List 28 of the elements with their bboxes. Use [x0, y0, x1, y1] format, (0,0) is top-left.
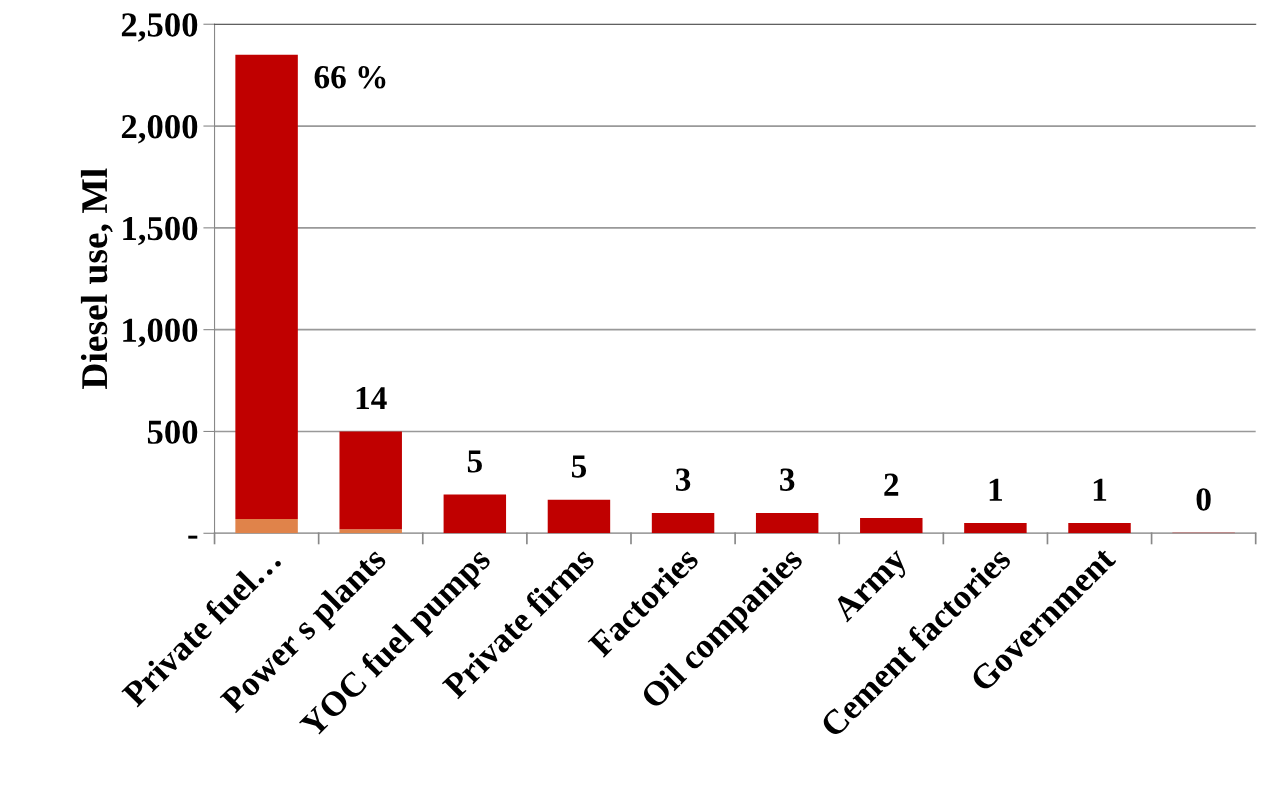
y-tick-label: 2,000: [121, 115, 198, 144]
y-tick-label: 500: [147, 420, 198, 444]
y-tick-label: 1,500: [123, 216, 198, 246]
y-axis-title: Diesel use, Ml: [80, 168, 113, 390]
y-tick-label: 1,000: [123, 318, 198, 348]
bar: [235, 54, 298, 520]
annotation: 5: [467, 450, 482, 473]
annotation: 0: [1196, 488, 1211, 511]
bar: [339, 431, 402, 530]
annotation: 66 %: [314, 65, 386, 89]
bar: [339, 529, 402, 534]
bar: [755, 512, 819, 534]
bar: [651, 512, 715, 534]
annotation: 2: [884, 473, 899, 496]
annotation: 14: [356, 387, 387, 410]
bar: [1068, 523, 1131, 534]
y-tick-label: 2,500: [121, 13, 198, 42]
bar: [235, 519, 298, 534]
bar: [443, 494, 507, 534]
y-tick-label: -: [188, 535, 198, 539]
bar: [860, 518, 923, 534]
annotation: 5: [571, 455, 587, 478]
bar: [964, 523, 1027, 534]
annotation: 3: [675, 468, 691, 491]
annotation: 3: [780, 468, 795, 491]
bar: [547, 499, 611, 534]
annotation: 1: [1093, 478, 1107, 501]
annotation: 1: [989, 478, 1003, 501]
